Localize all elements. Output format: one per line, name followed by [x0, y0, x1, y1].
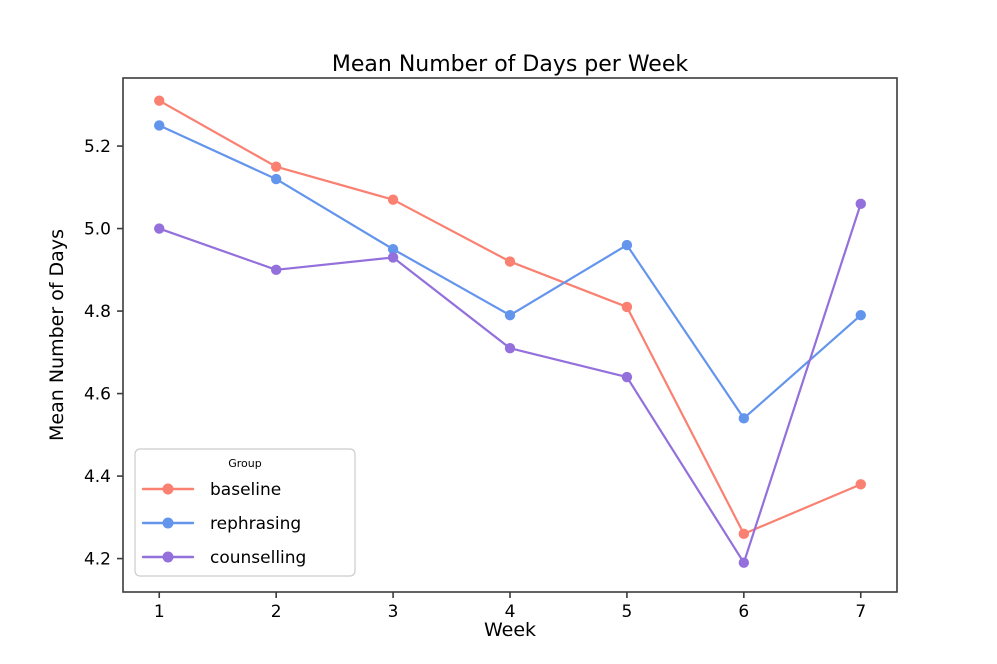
- data-point: [504, 256, 516, 267]
- data-point: [504, 309, 516, 321]
- data-point: [154, 120, 165, 131]
- chart-title: Mean Number of Days per Week: [332, 52, 688, 77]
- y-tick-label: 5.2: [84, 137, 111, 157]
- y-tick-label: 4.4: [84, 467, 111, 487]
- y-tick-label: 4.6: [84, 385, 111, 405]
- legend-label: counselling: [210, 548, 306, 568]
- legend-label: rephrasing: [210, 514, 301, 534]
- y-axis-label: Mean Number of Days: [46, 229, 68, 441]
- data-point: [855, 479, 866, 490]
- x-tick-label: 3: [388, 602, 399, 622]
- x-tick-label: 6: [738, 602, 749, 622]
- x-tick-label: 5: [622, 602, 633, 622]
- data-point: [738, 557, 750, 568]
- legend-items: baseline rephrasing counselling: [141, 480, 306, 568]
- legend-item-baseline: baseline: [141, 480, 281, 500]
- series-rephrasing: [154, 120, 866, 424]
- legend-marker: [162, 517, 174, 529]
- data-point: [387, 243, 399, 255]
- series-counselling: [154, 198, 866, 568]
- legend: Group baseline rephrasing counselling: [134, 448, 356, 577]
- data-point: [621, 239, 633, 251]
- data-point: [504, 343, 516, 354]
- data-point: [738, 413, 750, 424]
- legend-marker: [162, 551, 174, 563]
- data-point: [621, 301, 633, 313]
- plot-area: 1 2 3 4 5 6 7 4.2 4.4 4.6 4.8 5.0 5.2: [84, 77, 898, 622]
- data-point: [387, 252, 399, 263]
- data-point: [154, 95, 165, 106]
- legend-box: [134, 448, 356, 577]
- legend-item-counselling: counselling: [141, 548, 306, 568]
- data-point: [154, 223, 165, 234]
- data-point: [387, 194, 399, 205]
- data-point: [621, 371, 633, 383]
- data-point: [270, 161, 282, 172]
- legend-marker: [162, 483, 174, 495]
- y-tick-label: 4.2: [84, 550, 111, 570]
- x-tick-label: 4: [505, 602, 516, 622]
- legend-label: baseline: [210, 480, 281, 500]
- x-axis-label: Week: [484, 619, 536, 641]
- legend-title: Group: [228, 457, 262, 470]
- data-point: [855, 309, 866, 321]
- series-line-rephrasing: [158, 124, 862, 420]
- y-tick-label: 4.8: [84, 302, 111, 322]
- series-baseline: [154, 95, 866, 540]
- x-tick-label: 2: [271, 602, 282, 622]
- data-point: [738, 528, 750, 540]
- x-tick-label: 7: [855, 602, 866, 622]
- data-point: [855, 198, 866, 210]
- data-point: [270, 173, 282, 185]
- legend-item-rephrasing: rephrasing: [141, 514, 301, 534]
- x-tick-label: 1: [154, 602, 165, 622]
- data-point: [270, 264, 282, 276]
- y-tick-label: 5.0: [84, 220, 111, 240]
